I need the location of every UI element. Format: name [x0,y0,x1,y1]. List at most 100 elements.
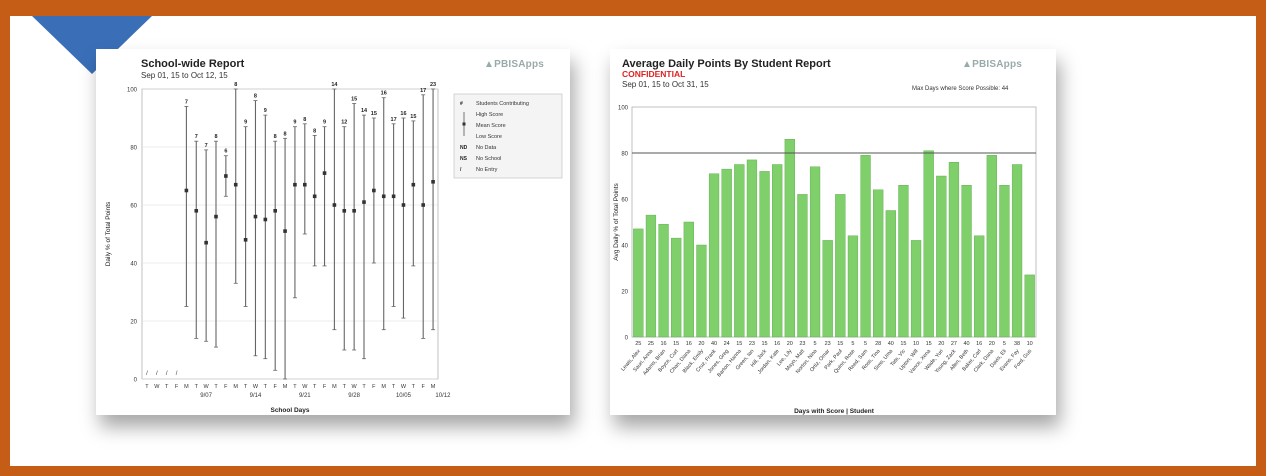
left-report-title: School-wide Report [141,58,245,70]
students-contributing-label: 8 [274,134,277,140]
right-y-tick-label: 0 [625,336,629,342]
students-contributing-label: 14 [361,108,368,114]
days-with-score-label: 40 [888,341,894,347]
x-day-letter: W [302,384,308,390]
x-day-letter: M [283,384,288,390]
students-contributing-label: 9 [244,120,247,126]
days-with-score-label: 16 [976,341,982,347]
student-bar [645,214,657,338]
students-contributing-label: 15 [351,97,357,103]
right-y-tick-label: 100 [618,106,629,112]
days-with-score-label: 23 [799,341,805,347]
student-bar [746,159,758,338]
x-day-letter: W [401,384,407,390]
legend-symbol: # [460,101,463,107]
x-day-letter: F [372,384,376,390]
x-day-letter: T [165,384,169,390]
days-with-score-label: 24 [724,341,730,347]
days-with-score-label: 5 [814,341,817,347]
student-bar [696,244,707,338]
student-bar [961,184,972,338]
students-contributing-label: 8 [254,94,257,100]
student-bar [873,189,884,338]
students-contributing-label: 7 [205,143,208,149]
x-day-letter: W [204,384,210,390]
right-report-date-range: Sep 01, 15 to Oct 31, 15 [622,80,709,89]
x-day-letter: M [381,384,386,390]
x-day-letter: T [264,384,268,390]
students-contributing-label: 9 [293,120,296,126]
students-contributing-label: 17 [391,117,397,123]
days-with-score-label: 20 [938,341,944,347]
days-with-score-label: 5 [851,341,854,347]
days-with-score-label: 15 [762,341,768,347]
days-with-score-label: 25 [635,341,641,347]
x-day-letter: T [195,384,199,390]
students-contributing-label: 9 [264,108,267,114]
student-bar [898,184,909,338]
x-day-letter: F [224,384,228,390]
right-report-title: Average Daily Points By Student Report [622,58,831,70]
days-with-score-label: 28 [875,341,881,347]
x-day-letter: F [422,384,426,390]
legend-label: No School [476,156,501,162]
x-day-letter: M [332,384,337,390]
legend-symbol: NS [460,156,468,162]
students-contributing-label: 6 [224,149,227,155]
pbis-logo-icon: ▲ [962,59,973,70]
students-contributing-label: 16 [400,111,406,117]
days-with-score-label: 40 [964,341,970,347]
left-y-tick-label: 60 [130,204,137,210]
mean-score-marker [224,174,228,178]
mean-score-marker [214,214,218,219]
mean-score-marker [352,209,356,213]
student-bar [734,164,745,338]
right-y-tick-label: 40 [621,244,628,250]
days-with-score-label: 16 [686,341,692,347]
no-entry-mark: / [146,371,148,377]
left-report-date-range: Sep 01, 15 to Oct 12, 15 [141,71,228,80]
pbis-logo-icon: ▲ [484,59,495,70]
days-with-score-label: 15 [837,341,843,347]
x-day-letter: W [253,384,259,390]
mean-score-marker [194,209,199,213]
mean-score-marker [303,182,307,187]
students-contributing-label: 15 [371,111,377,117]
left-y-tick-label: 0 [134,378,138,384]
x-week-label: 10/12 [435,393,451,399]
student-bar [923,150,934,338]
students-contributing-label: 14 [331,82,338,88]
student-bar [910,240,922,338]
days-with-score-label: 16 [774,341,780,347]
student-bar [784,138,795,338]
mean-score-marker [263,217,268,222]
left-pbis-logo: ▲PBISApps [484,59,544,70]
days-with-score-label: 15 [736,341,742,347]
students-contributing-label: 12 [341,120,347,126]
mean-score-marker [283,229,287,233]
student-bar [885,210,896,338]
x-day-letter: T [313,384,317,390]
days-with-score-label: 16 [661,341,667,347]
left-y-tick-label: 80 [130,146,137,152]
days-with-score-label: 25 [648,341,654,347]
mean-score-marker [421,203,425,207]
days-with-score-label: 40 [711,341,717,347]
no-entry-mark: / [176,371,178,377]
student-bar [822,240,833,338]
students-contributing-label: 16 [381,91,387,97]
student-bar [809,166,821,338]
student-bar [1011,164,1023,338]
x-day-letter: M [233,384,238,390]
student-bar [797,194,808,338]
x-day-letter: W [154,384,160,390]
left-y-tick-label: 20 [130,320,137,326]
right-y-tick-label: 20 [621,290,628,296]
days-with-score-label: 20 [698,341,704,347]
students-contributing-label: 15 [410,114,416,120]
days-with-score-label: 20 [787,341,793,347]
max-days-note: Max Days where Score Possible: 44 [912,86,1009,92]
avg-daily-points-panel: Average Daily Points By Student Report C… [610,49,1056,415]
left-x-axis-label: School Days [270,407,309,414]
x-week-label: 9/28 [348,393,360,399]
